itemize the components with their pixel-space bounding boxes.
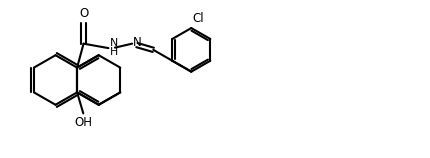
Text: N
H: N H	[110, 38, 118, 57]
Text: OH: OH	[74, 116, 92, 129]
Text: N: N	[133, 36, 142, 49]
Text: O: O	[79, 7, 88, 20]
Text: Cl: Cl	[193, 12, 204, 25]
